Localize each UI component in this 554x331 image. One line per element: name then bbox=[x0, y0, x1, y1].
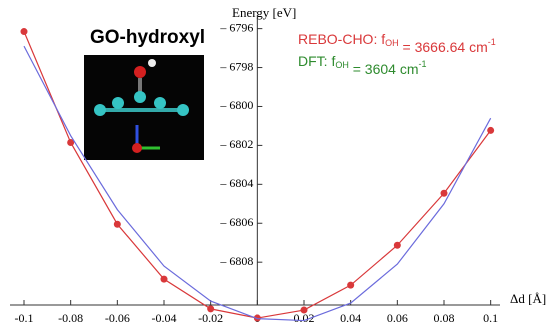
point bbox=[394, 242, 401, 249]
y-tick-label: – 6802 bbox=[219, 137, 253, 151]
annotation: DFT: fOH = 3604 cm-1 bbox=[298, 53, 427, 77]
point bbox=[487, 127, 494, 134]
annotation-part: = 3666.64 cm bbox=[399, 39, 488, 55]
x-tick-label: -0.08 bbox=[58, 311, 83, 325]
chart: GO-hydroxyl Energy [eV] Δd [Å] – 6796 – 6… bbox=[0, 0, 554, 331]
annotation-part: OH bbox=[335, 60, 349, 70]
annotation: REBO-CHO: fOH = 3666.64 cm-1 bbox=[298, 31, 496, 55]
x-tick-label: 0.04 bbox=[340, 311, 361, 325]
annotation-part: DFT: f bbox=[298, 53, 335, 69]
point bbox=[21, 28, 28, 35]
x-tick-label: -0.02 bbox=[198, 311, 223, 325]
chart-title: GO-hydroxyl bbox=[90, 27, 205, 48]
point bbox=[441, 190, 448, 197]
annotation-part: OH bbox=[385, 38, 399, 48]
y-tick-label: – 6800 bbox=[219, 98, 253, 112]
y-tick-label: – 6804 bbox=[219, 176, 253, 190]
y-tick-label: – 6806 bbox=[219, 215, 253, 229]
x-tick-label: 0.08 bbox=[434, 311, 455, 325]
annotation-part: REBO-CHO: f bbox=[298, 31, 385, 47]
y-tick-label: – 6808 bbox=[219, 254, 253, 268]
point bbox=[114, 221, 121, 228]
x-tick-label: -0.06 bbox=[105, 311, 130, 325]
y-tick-label: – 6796 bbox=[219, 20, 253, 34]
point bbox=[301, 307, 308, 314]
y-tick-label: – 6798 bbox=[219, 59, 253, 73]
point bbox=[347, 282, 354, 289]
x-tick-label: -0.04 bbox=[152, 311, 177, 325]
annotation-part: -1 bbox=[419, 59, 427, 69]
x-tick-label: 0.06 bbox=[387, 311, 408, 325]
x-axis-label: Δd [Å] bbox=[510, 291, 546, 306]
molecule-image bbox=[84, 55, 204, 160]
x-tick-label: 0.1 bbox=[483, 311, 498, 325]
y-axis-label: Energy [eV] bbox=[232, 5, 296, 20]
annotation-part: -1 bbox=[488, 37, 496, 47]
point bbox=[161, 276, 168, 283]
annotation-part: = 3604 cm bbox=[349, 61, 419, 77]
point bbox=[207, 305, 214, 312]
x-tick-label: -0.1 bbox=[15, 311, 34, 325]
